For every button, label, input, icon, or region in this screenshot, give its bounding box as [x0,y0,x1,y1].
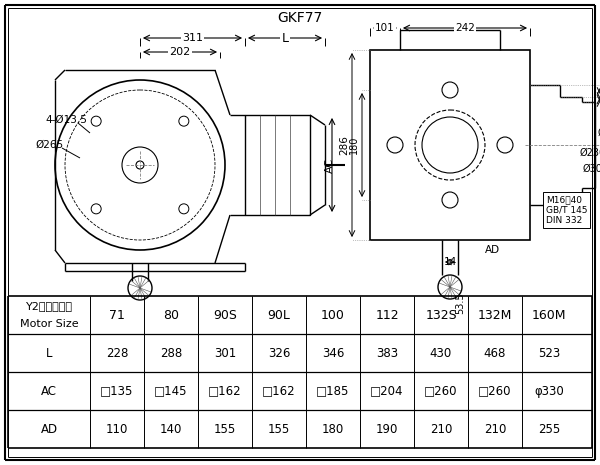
Bar [245,115,310,215]
Text: 140: 140 [160,423,182,436]
Text: M16深40
GB/T 145
DIN 332: M16深40 GB/T 145 DIN 332 [546,195,587,225]
Text: 468: 468 [484,346,506,359]
Text: 53.5: 53.5 [455,292,465,314]
Text: 180: 180 [349,136,359,154]
Text: Ø265: Ø265 [35,140,63,150]
Text: AD: AD [40,423,58,436]
Text: Ø230: Ø230 [580,148,600,158]
Text: 101: 101 [375,23,395,33]
Text: □162: □162 [208,385,242,398]
Text: □260: □260 [478,385,512,398]
Text: 228: 228 [106,346,128,359]
Text: 326: 326 [268,346,290,359]
Text: 90L: 90L [268,308,290,321]
Text: Y2电机机座号: Y2电机机座号 [25,301,73,311]
Text: Ø50: Ø50 [598,128,600,138]
Text: 180: 180 [322,423,344,436]
Text: 210: 210 [430,423,452,436]
Text: □162: □162 [262,385,296,398]
Text: 112: 112 [375,308,399,321]
Text: 110: 110 [106,423,128,436]
Text: □204: □204 [370,385,404,398]
Text: 286: 286 [339,135,349,155]
Text: 80: 80 [163,308,179,321]
Text: 155: 155 [214,423,236,436]
Text: AC: AC [41,385,57,398]
Text: 242: 242 [455,23,475,33]
Text: 430: 430 [430,346,452,359]
Text: GKF77: GKF77 [277,11,323,25]
Text: Ø300: Ø300 [583,164,600,174]
Text: 132S: 132S [425,308,457,321]
Text: 255: 255 [538,423,560,436]
Text: Motor Size: Motor Size [20,319,79,329]
Text: □145: □145 [154,385,188,398]
Text: 160M: 160M [532,308,566,321]
Text: 311: 311 [182,33,203,43]
Text: 523: 523 [538,346,560,359]
Text: 90S: 90S [213,308,237,321]
Text: L: L [281,32,289,45]
Text: 383: 383 [376,346,398,359]
Text: 14: 14 [443,257,457,267]
Text: 4-Ø13.5: 4-Ø13.5 [45,115,87,125]
Text: 190: 190 [376,423,398,436]
Text: AC: AC [325,158,335,173]
Text: 155: 155 [268,423,290,436]
Bar [370,50,530,240]
Text: 71: 71 [109,308,125,321]
Text: 301: 301 [214,346,236,359]
Text: φ330: φ330 [534,385,564,398]
Text: 210: 210 [484,423,506,436]
Text: □185: □185 [316,385,350,398]
Text: □135: □135 [100,385,134,398]
Text: 346: 346 [322,346,344,359]
Text: L: L [46,346,52,359]
Text: 100: 100 [321,308,345,321]
Text: 202: 202 [169,47,191,57]
Text: 132M: 132M [478,308,512,321]
Text: AD: AD [484,245,500,255]
Text: 288: 288 [160,346,182,359]
Text: □260: □260 [424,385,458,398]
